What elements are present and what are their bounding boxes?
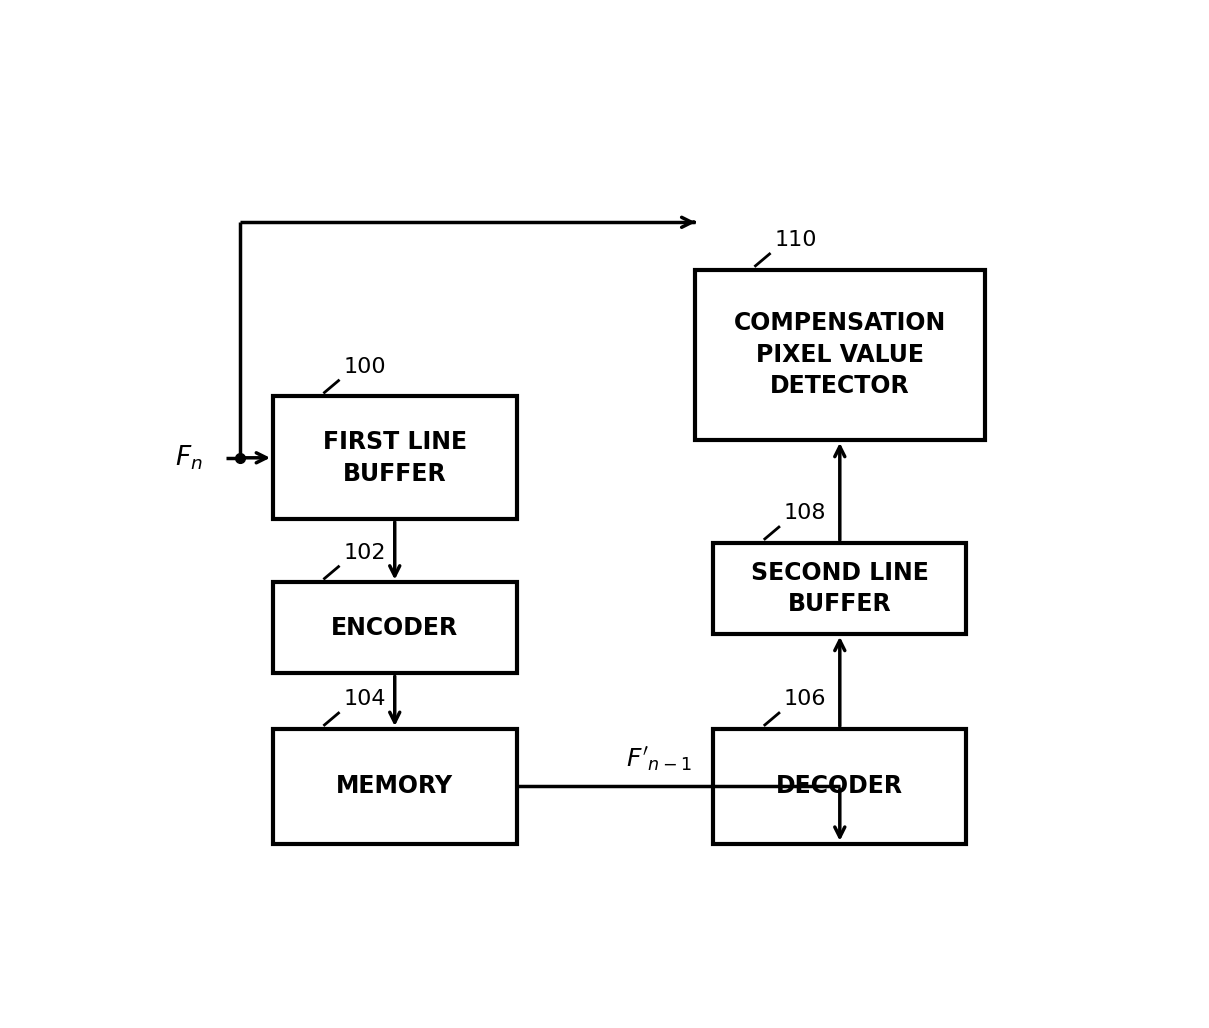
Text: 108: 108 — [783, 503, 826, 523]
Text: MEMORY: MEMORY — [336, 774, 453, 799]
Bar — [713, 729, 966, 844]
Text: $\mathit{F}_n$: $\mathit{F}_n$ — [174, 443, 202, 472]
Text: 100: 100 — [343, 357, 386, 376]
Bar — [273, 583, 516, 673]
Text: 104: 104 — [343, 689, 386, 709]
Text: ENCODER: ENCODER — [331, 616, 458, 640]
Bar — [713, 543, 966, 634]
Text: 102: 102 — [343, 543, 386, 562]
Bar — [694, 269, 985, 440]
Bar — [273, 729, 516, 844]
Bar — [273, 397, 516, 519]
Text: COMPENSATION
PIXEL VALUE
DETECTOR: COMPENSATION PIXEL VALUE DETECTOR — [734, 311, 945, 399]
Text: FIRST LINE
BUFFER: FIRST LINE BUFFER — [323, 430, 467, 485]
Text: SECOND LINE
BUFFER: SECOND LINE BUFFER — [751, 560, 929, 616]
Text: DECODER: DECODER — [776, 774, 903, 799]
Text: 110: 110 — [774, 230, 817, 250]
Text: 106: 106 — [783, 689, 826, 709]
Text: $\mathit{F}'_{n-1}$: $\mathit{F}'_{n-1}$ — [626, 746, 693, 774]
